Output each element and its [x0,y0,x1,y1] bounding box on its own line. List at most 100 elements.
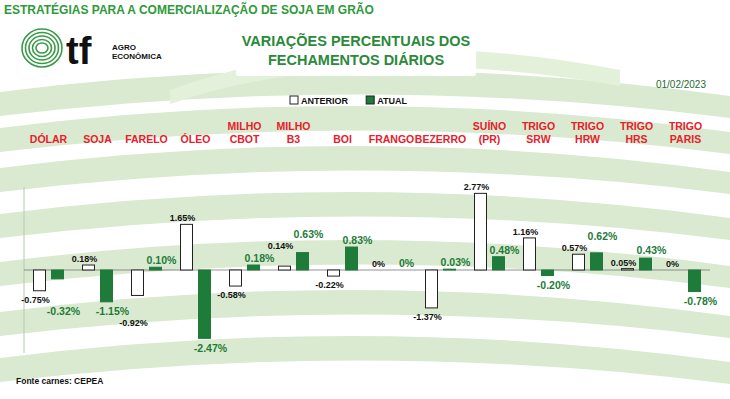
header: ESTRATÉGIAS PARA A COMERCIALIZAÇÃO DE SO… [4,2,374,17]
bar [377,270,389,271]
data-label: -0.92% [119,318,148,328]
bar [640,258,652,270]
data-label: 2.77% [464,182,490,192]
category-label-line: TRIGO [669,120,702,132]
data-label: -0.75% [21,295,50,305]
bar [573,254,585,270]
category-label-line: DÓLAR [30,133,68,145]
logo-text-line: AGRO [112,43,136,52]
bar [689,270,701,292]
bar [279,266,291,270]
data-label: 0.18% [245,252,275,264]
data-label: 0.48% [490,244,520,256]
data-labels: -0.75%-0.32% 0.18% -1.15%-0.92% 0.10% 1.65% -… [21,182,718,353]
category-label: MILHOCBOT [228,120,262,145]
logo-text: AGROECONÔMICA [112,43,162,61]
logo: tfAGROECONÔMICA [22,29,162,72]
bar [52,270,64,279]
category-label-line: SUÍNO [473,120,506,132]
bar [542,270,554,276]
category-label: BOI [333,133,352,145]
category-label: TRIGOHRW [571,120,604,145]
bar [297,253,309,270]
data-label: 1.16% [513,227,539,237]
bar [671,270,683,271]
data-label: -1.37% [413,312,442,322]
category-label: TRIGOSRW [522,120,555,145]
category-label: FRANGO [369,133,415,145]
background-swoosh [0,192,730,240]
category-label-line: SRW [526,133,550,145]
category-label-line: PARIS [670,133,701,145]
data-label: 0.43% [637,244,667,256]
legend: ANTERIOR ATUAL [290,96,408,106]
bar [622,269,634,270]
data-label: 0.62% [588,230,618,242]
bar [199,270,211,338]
bar [346,247,358,270]
data-label: -2.47% [194,342,228,354]
data-label: 0.10% [147,254,177,266]
bar [444,269,456,271]
logo-ring [29,36,55,60]
data-label: -1.15% [96,305,130,317]
title-box [236,28,476,76]
source: Fonte carnes: CEPEA [16,376,103,386]
data-label: -0.58% [217,290,246,300]
category-label-line: ÓLEO [181,133,211,145]
bar [426,270,438,308]
category-label-line: FARELO [125,133,168,145]
logo-ring [26,33,59,64]
logo-ring [33,40,52,57]
legend-label: ANTERIOR [301,96,349,106]
category-label-line: TRIGO [620,120,653,132]
category-label-line: BEZERRO [415,133,466,145]
background-swoosh [0,336,730,384]
bar [328,270,340,276]
category-label-line: B3 [287,133,301,145]
data-label: 0% [372,259,385,269]
legend-swatch [290,96,298,104]
category-label: TRIGOHRS [620,120,653,145]
category-label: SOJA [83,133,112,145]
category-label: BEZERRO [415,133,466,145]
category-label-line: HRW [575,133,600,145]
category-label-line: BOI [333,133,352,145]
bar [395,270,407,271]
category-label-line: MILHO [277,120,311,132]
bar [493,257,505,270]
data-label: -0.20% [537,279,571,291]
data-label: 1.65% [170,213,196,223]
page: ESTRATÉGIAS PARA A COMERCIALIZAÇÃO DE SO… [0,0,730,399]
category-label: ÓLEO [181,133,211,145]
category-label: TRIGOPARIS [669,120,702,145]
category-label-line: CBOT [230,133,260,145]
category-label: MILHOB3 [277,120,311,145]
bar [230,270,242,286]
logo-text-line: ECONÔMICA [112,52,162,61]
category-label-line: FRANGO [369,133,415,145]
date: 01/02/2023 [656,79,706,90]
legend-label: ATUAL [377,96,407,106]
bar [181,224,193,270]
bar [591,253,603,270]
bar [132,270,144,295]
category-label: DÓLAR [30,133,68,145]
category-label-line: TRIGO [522,120,555,132]
baseline [24,270,710,271]
category-label-line: TRIGO [571,120,604,132]
bar [475,193,487,270]
data-label: -0.78% [684,295,718,307]
bar [34,270,46,291]
data-label: 0.18% [72,254,98,264]
data-label: -0.32% [47,305,81,317]
category-label: SUÍNO(PR) [473,120,506,145]
title: VARIAÇÕES PERCENTUAIS DOS FECHAMENTOS DI… [240,32,472,70]
data-label: 0.14% [268,241,294,251]
logo-ring [22,29,62,67]
data-label: 0.83% [343,234,373,246]
background-decoration [0,28,730,384]
data-label: 0.05% [611,258,637,268]
data-label: -0.22% [315,280,344,290]
bar [101,270,113,302]
